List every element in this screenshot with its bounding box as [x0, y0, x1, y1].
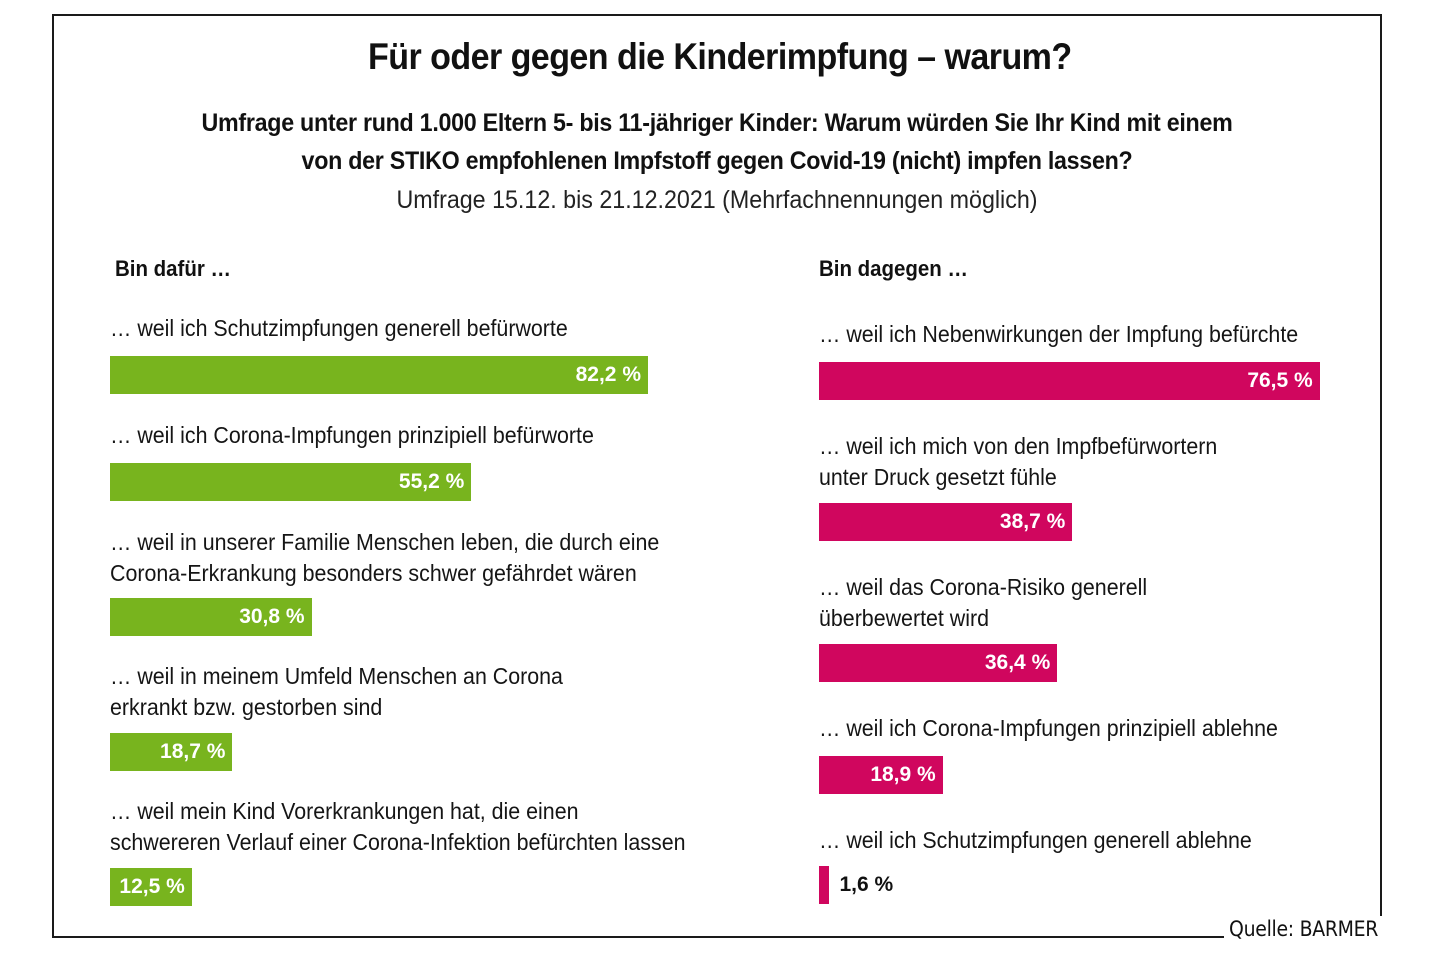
frame-left-border: [52, 14, 54, 938]
contra-reason-label-line: unter Druck gesetzt fühle: [819, 464, 1057, 490]
contra-reason-label-line: überbewertet wird: [819, 605, 990, 631]
contra-reason-label: … weil ich Nebenwirkungen der Impfung be…: [819, 319, 1298, 350]
contra-bar: [819, 756, 943, 794]
pro-reason-label-line: erkrankt bzw. gestorben sind: [110, 694, 383, 720]
contra-bar-value-label: 1,6 %: [839, 873, 894, 896]
pro-reason-label-line: … weil ich Corona-Impfungen prinzipiell …: [110, 422, 594, 448]
pro-bar-value-label: 82,2 %: [575, 363, 641, 386]
pro-bar: [110, 598, 312, 636]
pro-bar: [110, 463, 472, 501]
pro-bar: [110, 356, 648, 394]
chart-subtitle: Umfrage unter rund 1.000 Eltern 5- bis 1…: [50, 104, 1384, 180]
contra-reason-label-line: … weil ich Nebenwirkungen der Impfung be…: [819, 321, 1299, 347]
pro-bar-value-label: 55,2 %: [398, 470, 465, 493]
pro-reason-label: … weil ich Corona-Impfungen prinzipiell …: [110, 420, 594, 451]
frame-bottom-border: [52, 936, 1224, 938]
contra-bar-value-label: 18,9 %: [870, 763, 936, 786]
contra-reason-label-line: … weil ich Corona-Impfungen prinzipiell …: [819, 715, 1278, 741]
pro-reason-label: … weil in unserer Familie Menschen leben…: [110, 527, 659, 589]
pro-reason-label-line: Corona-Erkrankung besonders schwer gefäh…: [110, 560, 637, 586]
pro-bar-value-label: 30,8 %: [239, 605, 305, 628]
contra-reason-label-line: … weil ich mich von den Impfbefürwortern: [819, 433, 1218, 459]
pro-bar: [110, 868, 192, 906]
pro-bar-value-label: 18,7 %: [160, 740, 226, 763]
pro-reason-label-line: … weil in unserer Familie Menschen leben…: [110, 529, 660, 555]
pro-reason-label: … weil mein Kind Vorerkrankungen hat, di…: [110, 796, 685, 858]
subtitle-line-2: von der STIKO empfohlenen Impfstoff gege…: [301, 147, 1133, 175]
contra-bar: [819, 866, 830, 904]
pro-reason-label: … weil in meinem Umfeld Menschen an Coro…: [110, 661, 563, 723]
contra-bar-value-label: 36,4 %: [984, 651, 1051, 674]
contra-bar: [819, 362, 1320, 400]
contra-column-heading: Bin dagegen …: [819, 256, 968, 281]
contra-reason-label: … weil das Corona-Risiko generell überbew…: [819, 572, 1147, 634]
pro-reason-label-line: schwereren Verlauf einer Corona-Infektio…: [110, 829, 686, 855]
contra-reason-label: … weil ich Schutzimpfungen generell able…: [819, 825, 1252, 856]
contra-reason-label: … weil ich Corona-Impfungen prinzipiell …: [819, 713, 1278, 744]
pro-reason-label-line: … weil ich Schutzimpfungen generell befü…: [110, 315, 568, 341]
contra-reason-label-line: … weil das Corona-Risiko generell: [819, 574, 1148, 600]
contra-reason-label-line: … weil ich Schutzimpfungen generell able…: [819, 827, 1252, 853]
pro-bar: [110, 733, 233, 771]
contra-bar: [819, 644, 1058, 682]
pro-reason-label-line: … weil in meinem Umfeld Menschen an Coro…: [110, 663, 563, 689]
frame-right-border: [1380, 14, 1382, 916]
pro-bar-value-label: 12,5 %: [119, 875, 185, 898]
pro-reason-label: … weil ich Schutzimpfungen generell befü…: [110, 313, 568, 344]
survey-date: Umfrage 15.12. bis 21.12.2021 (Mehrfachn…: [396, 186, 1038, 214]
frame-top-border: [52, 14, 1382, 16]
contra-bar: [819, 503, 1073, 541]
pro-column-heading: Bin dafür …: [115, 256, 231, 281]
contra-bar-value-label: 38,7 %: [999, 510, 1066, 533]
subtitle-line-1: Umfrage unter rund 1.000 Eltern 5- bis 1…: [201, 109, 1233, 137]
contra-bar-value-label: 76,5 %: [1247, 369, 1313, 392]
chart-title: Für oder gegen die Kinderimpfung – warum…: [368, 36, 1072, 77]
source-credit: Quelle: BARMER: [1229, 917, 1379, 941]
contra-reason-label: … weil ich mich von den Impfbefürwortern…: [819, 431, 1217, 493]
pro-reason-label-line: … weil mein Kind Vorerkrankungen hat, di…: [110, 798, 579, 824]
